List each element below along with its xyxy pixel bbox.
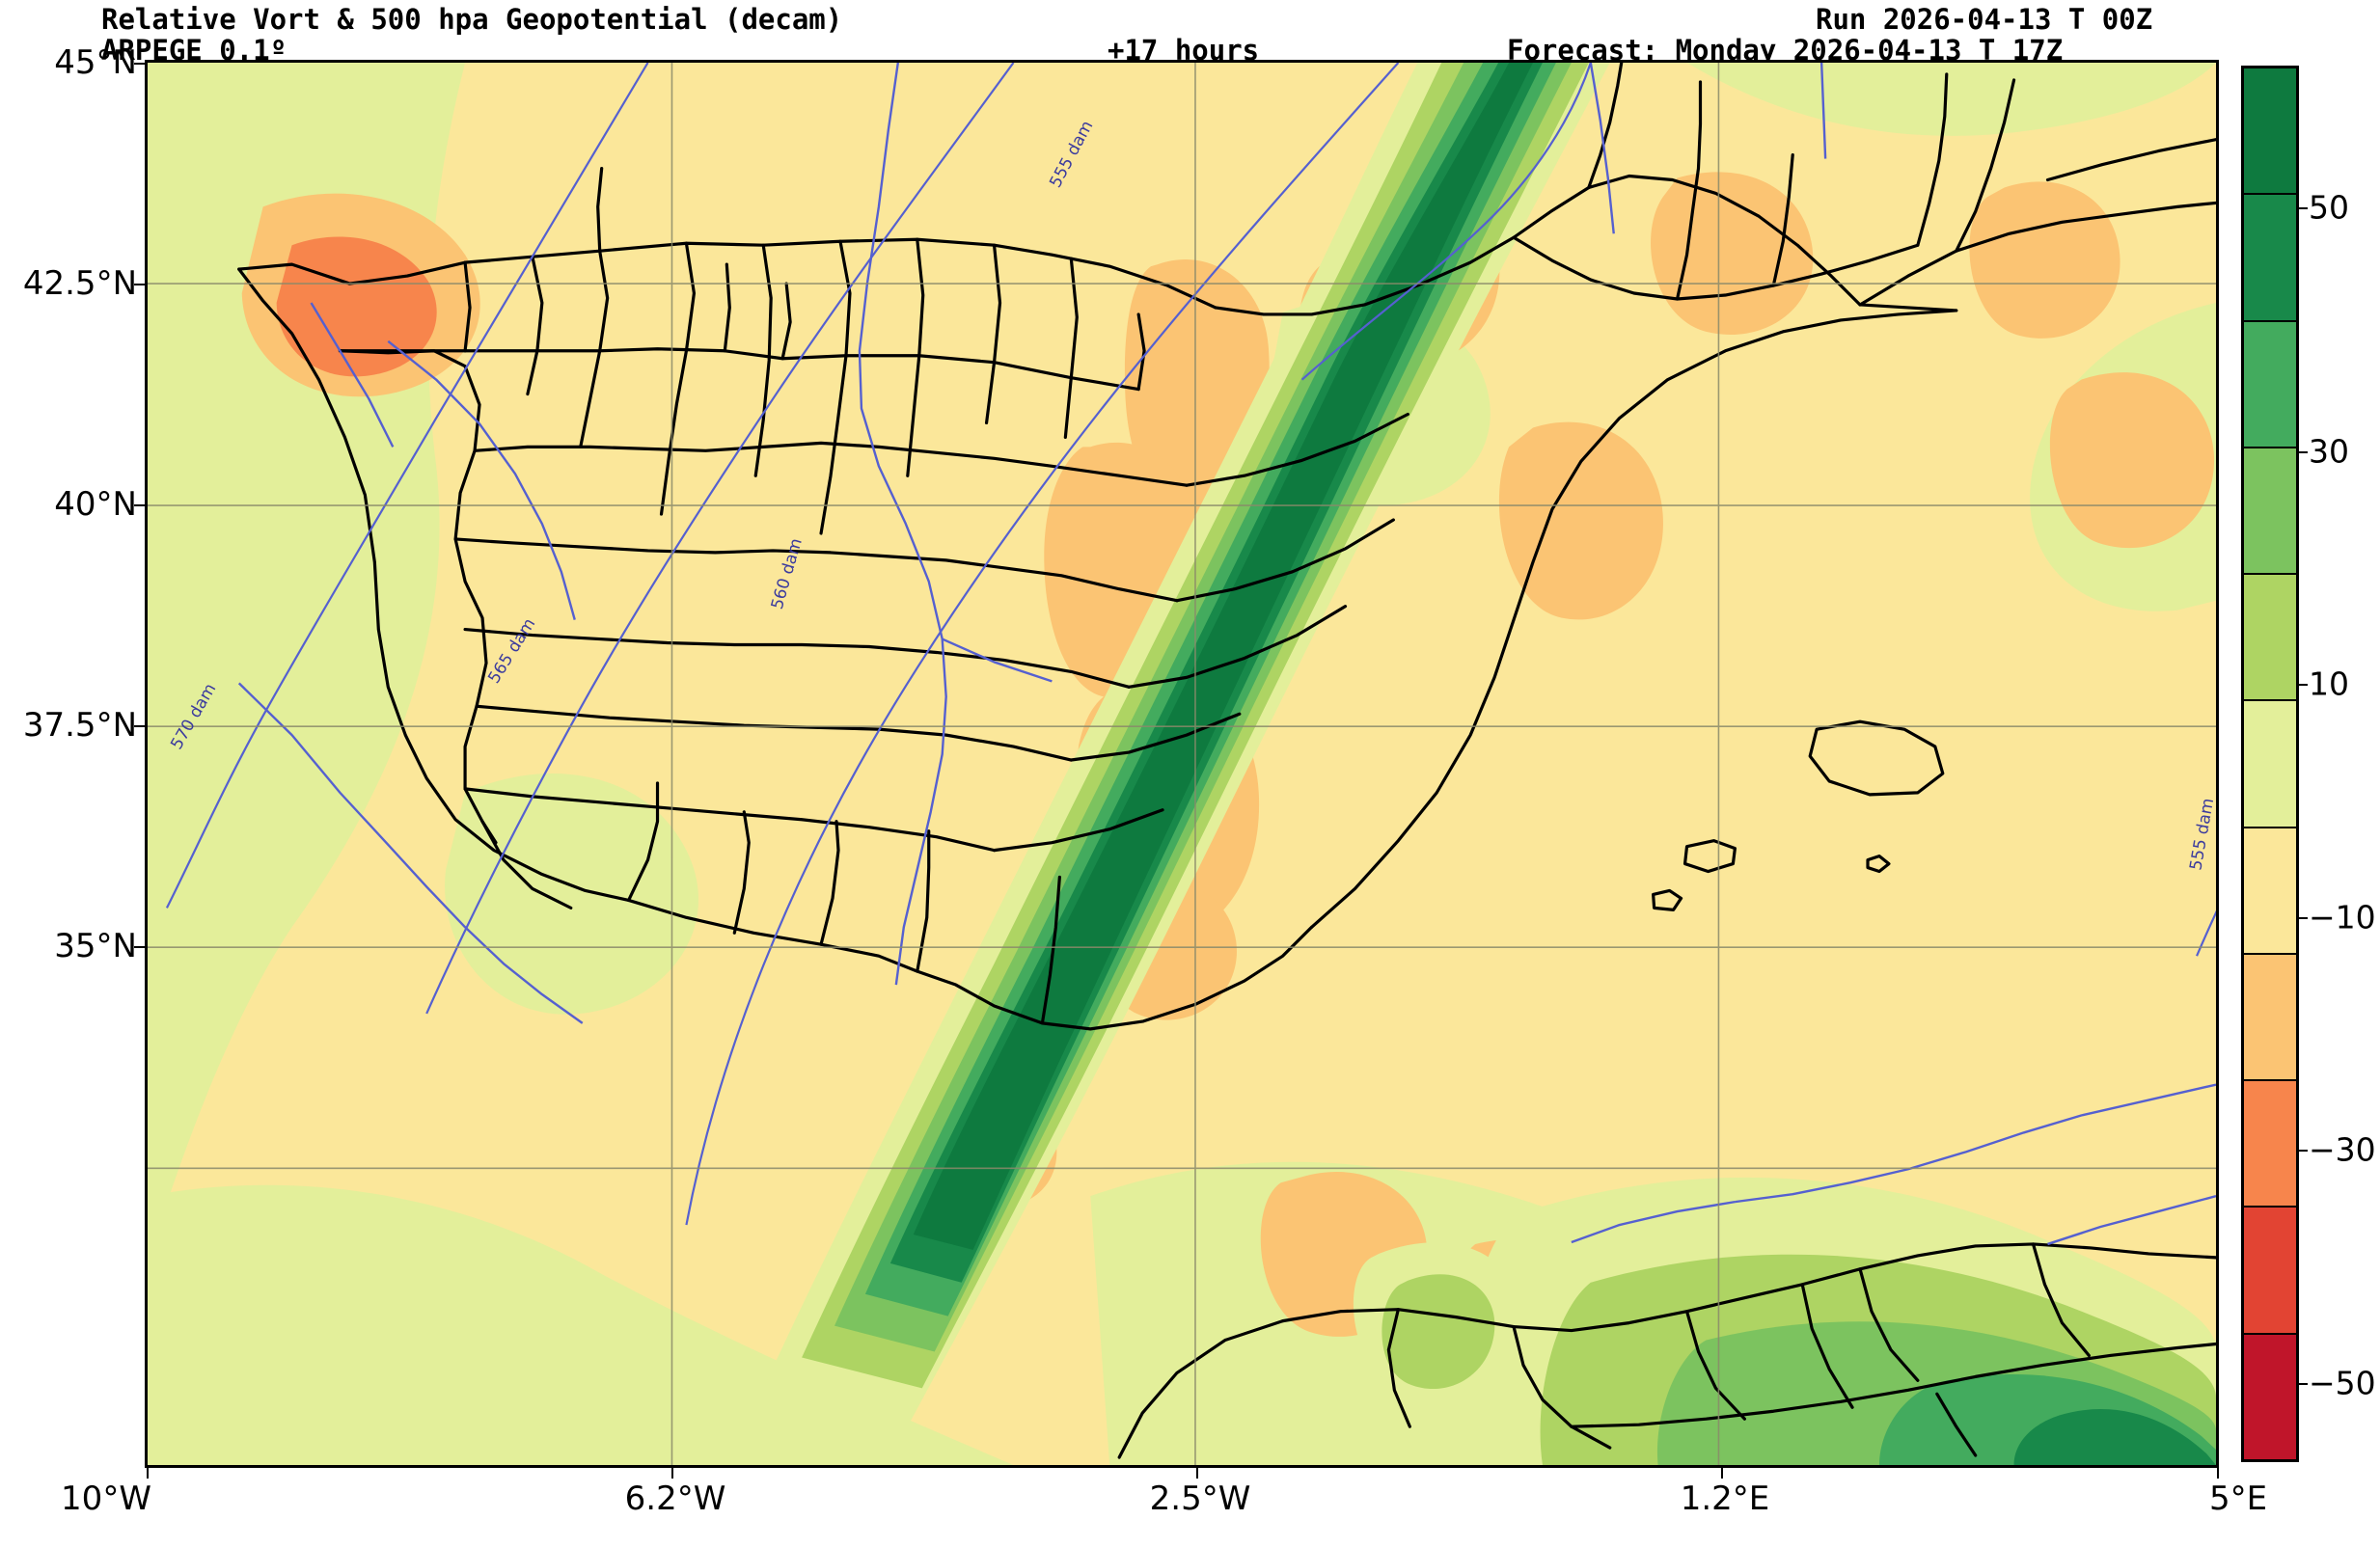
colorbar-segment — [2244, 701, 2296, 828]
colorbar-segment — [2244, 954, 2296, 1082]
colorbar-label: 50 — [2309, 188, 2349, 227]
colorbar-segment — [2244, 1334, 2296, 1459]
colorbar-segment — [2244, 321, 2296, 448]
colorbar-tick-mark — [2299, 1383, 2308, 1385]
x-tick-label: 10°W — [61, 1479, 151, 1518]
x-tick-mark — [147, 1468, 149, 1479]
x-tick-label: 5°E — [2208, 1479, 2268, 1518]
colorbar-tick-mark — [2299, 684, 2308, 686]
y-tick-label: 35°N — [54, 927, 137, 965]
page-title: Relative Vort & 500 hpa Geopotential (de… — [101, 3, 843, 36]
x-tick-label: 6.2°W — [624, 1479, 726, 1518]
colorbar-segment — [2244, 448, 2296, 576]
y-tick-mark — [134, 284, 145, 285]
geopotential-contours — [165, 63, 2216, 1226]
y-tick-mark — [134, 725, 145, 727]
model-label: ARPEGE 0.1º — [101, 34, 287, 67]
colorbar-segment — [2244, 828, 2296, 955]
y-tick-mark — [134, 504, 145, 506]
colorbar-label: −30 — [2309, 1130, 2376, 1169]
x-tick-mark — [1196, 1468, 1198, 1479]
colorbar-segment — [2244, 195, 2296, 322]
colorbar-label: 10 — [2309, 665, 2349, 703]
colorbar-tick-mark — [2299, 207, 2308, 209]
colorbar-tick-mark — [2299, 451, 2308, 453]
y-tick-label: 45°N — [54, 43, 137, 82]
colorbar-label: −50 — [2309, 1364, 2376, 1402]
x-tick-label: 2.5°W — [1149, 1479, 1251, 1518]
x-tick-mark — [1721, 1468, 1723, 1479]
colorbar-segment — [2244, 1081, 2296, 1208]
colorbar-label: −10 — [2309, 898, 2376, 936]
map-canvas — [148, 63, 2216, 1465]
y-tick-label: 42.5°N — [22, 264, 137, 303]
x-tick-mark — [2217, 1468, 2219, 1479]
colorbar-tick-mark — [2299, 917, 2308, 919]
chart-header: Relative Vort & 500 hpa Geopotential (de… — [0, 0, 2380, 67]
y-tick-mark — [134, 63, 145, 65]
y-tick-label: 37.5°N — [22, 706, 137, 745]
colorbar-segment — [2244, 68, 2296, 196]
colorbar-segment — [2244, 575, 2296, 702]
colorbar-segment — [2244, 1208, 2296, 1335]
colorbar-tick-mark — [2299, 1150, 2308, 1152]
rivers-layer — [237, 63, 2216, 1246]
x-tick-mark — [671, 1468, 673, 1479]
x-tick-label: 1.2°E — [1680, 1479, 1770, 1518]
graticule — [148, 63, 2216, 1465]
y-tick-label: 40°N — [54, 485, 137, 524]
y-tick-mark — [134, 946, 145, 948]
colorbar[interactable] — [2241, 66, 2299, 1462]
colorbar-label: 30 — [2309, 432, 2349, 471]
weather-map-plot[interactable]: 555 dam 560 dam 565 dam 570 dam 555 dam — [145, 60, 2219, 1468]
run-timestamp-label: Run 2026-04-13 T 00Z — [1816, 3, 2153, 36]
